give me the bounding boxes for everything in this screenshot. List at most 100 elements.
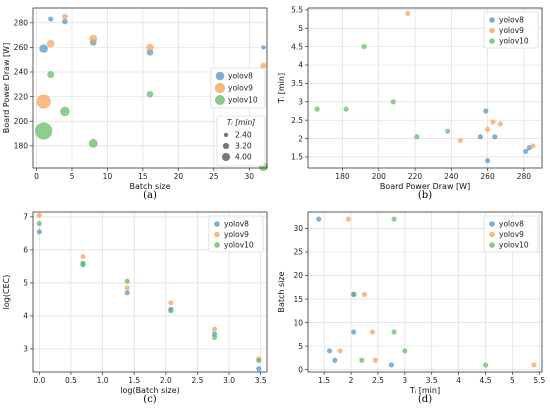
- x-tick-label: 4: [456, 376, 461, 385]
- point-yolov9: [36, 212, 42, 218]
- panel-caption: (b): [418, 190, 432, 201]
- point-yolov9: [530, 143, 536, 149]
- chart-d: 1.5 2 2.5 3 3.5 4 4.5 5 5.5 0 5 10 15 20 25 30 Tᵢ [min] B…: [277, 211, 545, 405]
- size-legend-label: 3.20: [235, 142, 252, 151]
- point-yolov9: [405, 10, 411, 17]
- x-tick-label: 3.5: [426, 376, 438, 385]
- y-tick-label: 4: [298, 61, 303, 70]
- legend-marker-yolov8: [489, 17, 495, 23]
- point-yolov8: [332, 357, 338, 363]
- legend-label: yolov9: [499, 26, 524, 35]
- point-yolov8: [261, 45, 266, 50]
- y-tick-label: 200: [14, 117, 29, 126]
- point-yolov10: [391, 329, 397, 335]
- point-yolov10: [34, 122, 53, 140]
- legend-label: yolov9: [224, 230, 249, 239]
- point-yolov8: [351, 329, 357, 335]
- x-tick-label: 1.0: [97, 376, 109, 385]
- x-tick-label: 180: [335, 172, 350, 181]
- y-tick-label: 20: [293, 271, 303, 280]
- point-yolov10: [359, 357, 365, 363]
- point-yolov10: [351, 291, 357, 297]
- legend-box: [208, 215, 264, 253]
- y-tick-label: 6: [23, 246, 28, 255]
- y-axis-label: log(CEC): [2, 275, 11, 310]
- point-yolov9: [36, 94, 51, 109]
- point-yolov9: [457, 137, 463, 144]
- point-yolov8: [523, 148, 529, 155]
- y-axis-label: Board Power Draw [W]: [2, 43, 11, 133]
- x-tick-label: 20: [174, 172, 184, 181]
- point-yolov8: [36, 229, 42, 235]
- legend-marker-yolov8: [214, 221, 220, 227]
- y-tick-label: 1.5: [291, 153, 303, 162]
- point-yolov10: [482, 362, 489, 368]
- x-tick-label: 200: [372, 172, 387, 181]
- plot-frame: [32, 7, 268, 169]
- y-tick-label: 3: [298, 97, 303, 106]
- panel-caption: (c): [143, 394, 157, 405]
- chart-a: 0 5 10 15 20 25 30 180 200 220 240 260 280 Batch size…: [2, 7, 268, 201]
- point-yolov10: [47, 70, 55, 78]
- x-tick-label: 15: [138, 172, 148, 181]
- legend-label: yolov8: [499, 16, 524, 25]
- x-tick-label: 30: [244, 172, 254, 181]
- point-yolov9: [89, 34, 98, 43]
- legend-marker-yolov10: [489, 38, 495, 44]
- y-tick-label: 30: [293, 224, 303, 233]
- point-yolov10: [256, 357, 262, 364]
- x-tick-label: 3: [402, 376, 407, 385]
- y-tick-label: 280: [14, 18, 29, 27]
- point-yolov9: [497, 121, 503, 127]
- point-yolov10: [80, 260, 86, 266]
- y-tick-label: 3: [23, 345, 28, 354]
- point-yolov10: [391, 216, 397, 222]
- x-axis-label: log(Batch size): [120, 386, 180, 395]
- y-tick-label: 3.5: [291, 79, 303, 88]
- point-yolov9: [361, 291, 368, 297]
- x-tick-label: 2: [349, 376, 354, 385]
- y-tick-label: 5: [23, 279, 28, 288]
- point-yolov10: [445, 128, 451, 134]
- x-tick-label: 1.5: [128, 376, 140, 385]
- x-tick-label: 25: [209, 172, 219, 181]
- panel-caption: (d): [418, 394, 432, 405]
- x-axis-label: Tᵢ [min]: [409, 386, 440, 395]
- size-legend-label: 4.00: [235, 153, 252, 162]
- point-yolov8: [48, 16, 54, 22]
- y-tick-label: 180: [14, 142, 29, 151]
- legend-label: yolov9: [499, 230, 524, 239]
- x-tick-label: 2.0: [160, 376, 172, 385]
- legend-label: yolov10: [499, 241, 529, 250]
- point-yolov8: [62, 18, 68, 25]
- legend-label: yolov10: [228, 96, 258, 105]
- point-yolov8: [124, 290, 130, 296]
- point-yolov10: [402, 348, 408, 354]
- point-yolov8: [256, 366, 262, 372]
- legend-label: yolov8: [499, 220, 524, 229]
- x-tick-label: 3.5: [255, 376, 267, 385]
- point-yolov8: [477, 134, 483, 140]
- chart-b: 180 200 220 240 260 280 1.5 2 2.5 3 3.5 4 4.5 5 5.5 Boa…: [277, 6, 543, 201]
- point-yolov10: [414, 134, 420, 140]
- point-yolov10: [343, 106, 349, 112]
- point-yolov10: [88, 138, 98, 148]
- point-yolov10: [146, 90, 154, 98]
- x-tick-label: 3.0: [223, 376, 235, 385]
- point-yolov9: [490, 119, 496, 125]
- size-legend-marker: [222, 153, 230, 161]
- point-yolov9: [531, 362, 537, 368]
- x-tick-label: 1.5: [318, 376, 330, 385]
- point-yolov8: [483, 108, 489, 114]
- point-yolov8: [388, 362, 394, 368]
- y-tick-label: 25: [293, 248, 303, 257]
- point-yolov9: [80, 253, 86, 260]
- legend-label: yolov8: [228, 72, 253, 81]
- x-tick-label: 5.5: [533, 376, 545, 385]
- chart-c: 0.0 0.5 1.0 1.5 2.0 2.5 3.0 3.5 3 4 5 6 7 log(Batch s…: [2, 211, 268, 405]
- point-yolov9: [146, 43, 154, 52]
- y-tick-label: 0: [298, 365, 303, 374]
- point-yolov9: [369, 329, 376, 335]
- point-yolov10: [124, 278, 130, 284]
